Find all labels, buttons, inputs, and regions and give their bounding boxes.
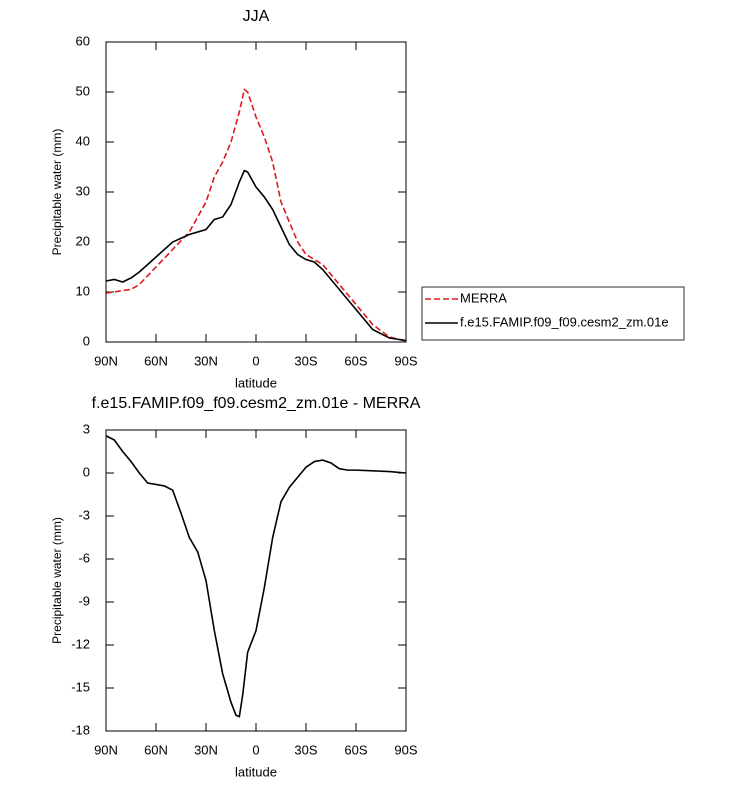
y-tick-label: -9 [78,593,90,608]
y-tick-label: 40 [76,133,90,148]
x-tick-label: 60S [344,353,367,368]
plot-frame [105,429,407,732]
chart-title: JJA [243,8,270,25]
x-tick-label: 90S [394,353,417,368]
x-axis-label: latitude [235,764,277,779]
y-tick-label: 20 [76,233,90,248]
legend-box [421,286,685,341]
x-tick-label: 30S [294,353,317,368]
y-tick-label: -18 [71,722,90,737]
legend-label: f.e15.FAMIP.f09_f09.cesm2_zm.01e [460,314,669,329]
x-tick-label: 90N [94,742,118,757]
y-tick-label: 50 [76,83,90,98]
x-tick-label: 60N [144,353,168,368]
y-tick-label: -6 [78,550,90,565]
y-tick-label: 60 [76,33,90,48]
x-tick-label: 30N [194,353,218,368]
x-axis-label: latitude [235,375,277,390]
x-tick-label: 60N [144,742,168,757]
y-tick-label: 3 [83,421,90,436]
y-tick-label: -15 [71,679,90,694]
y-tick-label: -12 [71,636,90,651]
y-tick-label: 10 [76,283,90,298]
x-tick-label: 30N [194,742,218,757]
data-line [105,435,407,718]
y-tick-label: 0 [83,333,90,348]
data-line [105,88,407,342]
y-tick-label: -3 [78,507,90,522]
x-tick-label: 0 [252,353,259,368]
x-tick-label: 60S [344,742,367,757]
legend-label: MERRA [460,290,507,305]
y-tick-label: 30 [76,183,90,198]
data-line [105,169,407,342]
x-tick-label: 90S [394,742,417,757]
plot-frame [105,41,407,343]
y-axis-label: Precipitable water (mm) [50,517,64,644]
x-tick-label: 0 [252,742,259,757]
y-tick-label: 0 [83,464,90,479]
x-tick-label: 30S [294,742,317,757]
y-axis-label: Precipitable water (mm) [50,129,64,256]
chart-title: f.e15.FAMIP.f09_f09.cesm2_zm.01e - MERRA [92,395,421,412]
x-tick-label: 90N [94,353,118,368]
